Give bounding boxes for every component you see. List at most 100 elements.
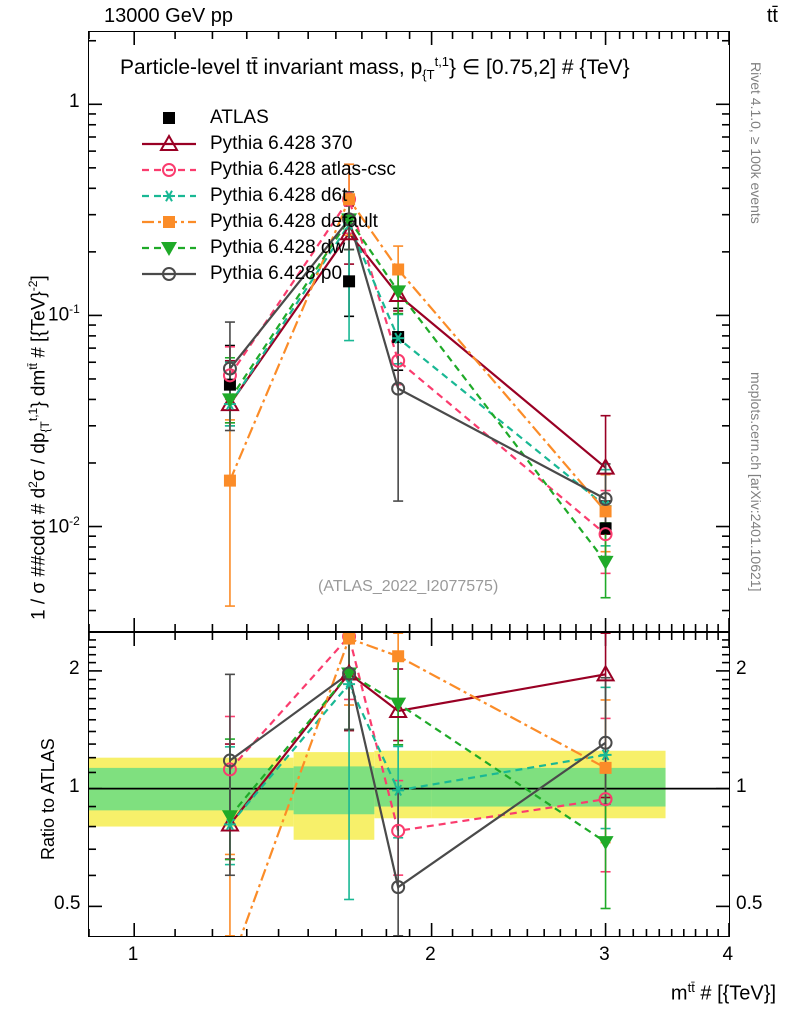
legend-key-default-glyph bbox=[142, 216, 196, 228]
legend-item-label: ATLAS bbox=[210, 107, 269, 128]
data-point bbox=[343, 275, 356, 288]
plot-title: Particle-level tt̄ invariant mass, p{Tt,… bbox=[120, 54, 630, 83]
legend-key-atlas bbox=[140, 108, 198, 128]
legend-key-dw bbox=[140, 238, 198, 258]
legend-item-label: Pythia 6.428 dw bbox=[210, 237, 346, 258]
ratio-data-point bbox=[598, 735, 613, 750]
ratio-series-line bbox=[229, 682, 606, 826]
data-point bbox=[392, 263, 405, 276]
legend-key-p0-marker bbox=[162, 267, 176, 281]
legend-key-atlas-csc bbox=[140, 160, 198, 180]
ratio-data-point bbox=[343, 633, 356, 645]
analysis-id-watermark: (ATLAS_2022_I2077575) bbox=[318, 578, 499, 595]
legend-key-p0-glyph bbox=[142, 267, 196, 281]
legend-key-d6t-marker bbox=[163, 190, 175, 202]
legend-key-p0 bbox=[140, 264, 198, 284]
series-line bbox=[229, 222, 607, 507]
ratio-axis-label: Ratio to ATLAS bbox=[38, 738, 58, 860]
main-plot-panel bbox=[88, 31, 730, 632]
ratio-data-point bbox=[595, 664, 616, 682]
series-line bbox=[229, 217, 607, 563]
legend-item[interactable]: Pythia 6.428 d6t bbox=[140, 183, 396, 209]
ratio-plot-panel bbox=[88, 632, 730, 937]
legend-key-d6t bbox=[140, 186, 198, 206]
legend-item[interactable]: Pythia 6.428 default bbox=[140, 209, 396, 235]
ratio-data-point bbox=[343, 678, 356, 690]
data-point bbox=[223, 474, 236, 487]
ratio-y-tick-label-right: 1 bbox=[736, 775, 747, 797]
legend-item-label: Pythia 6.428 p0 bbox=[210, 263, 343, 284]
legend-key-atlas-csc-marker bbox=[162, 163, 176, 177]
ratio-data-point bbox=[388, 700, 408, 718]
legend: ATLAS Pythia 6.428 370 Pythia 6.428 atlas-… bbox=[140, 105, 396, 287]
beam-energy-label: 13000 GeV pp bbox=[104, 5, 233, 27]
legend-key-default-marker bbox=[163, 216, 175, 228]
series-line bbox=[229, 231, 607, 469]
ratio-data-point bbox=[390, 697, 407, 712]
y-axis-label: 1 / σ ##cdot # d2σ / dp{Tt,1} dmtt̄ # [{… bbox=[26, 275, 53, 620]
data-point bbox=[390, 285, 407, 300]
legend-item[interactable]: Pythia 6.428 dw bbox=[140, 235, 396, 261]
x-tick-label: 4 bbox=[722, 944, 734, 965]
data-point bbox=[342, 212, 357, 227]
ratio-y-tick-label-left: 0.5 bbox=[54, 893, 81, 915]
data-point bbox=[388, 284, 408, 302]
ratio-plot-area bbox=[89, 633, 729, 936]
x-tick-label: 2 bbox=[425, 944, 436, 965]
x-tick-label: 3 bbox=[599, 944, 610, 965]
data-point bbox=[222, 361, 237, 376]
ratio-data-point bbox=[341, 667, 358, 682]
legend-key-d6t-glyph bbox=[142, 190, 196, 202]
legend-key-370-marker bbox=[159, 133, 179, 151]
data-point bbox=[392, 332, 405, 344]
ratio-band-inner bbox=[293, 766, 375, 815]
data-point bbox=[599, 505, 612, 518]
legend-key-dw-glyph bbox=[142, 242, 196, 256]
legend-item[interactable]: Pythia 6.428 370 bbox=[140, 131, 396, 157]
series-line bbox=[229, 217, 607, 500]
legend-key-atlas-marker bbox=[163, 112, 175, 124]
data-point bbox=[343, 193, 356, 206]
main-y-tick-label: 1 bbox=[69, 91, 80, 113]
rivet-version-label: Rivet 4.1.0, ≥ 100k events bbox=[748, 62, 764, 224]
series-line bbox=[229, 196, 607, 536]
data-point bbox=[341, 213, 358, 228]
legend-item[interactable]: Pythia 6.428 p0 bbox=[140, 261, 396, 287]
legend-item[interactable]: ATLAS bbox=[140, 105, 396, 131]
ratio-data-point bbox=[222, 753, 237, 768]
data-point bbox=[391, 353, 406, 368]
ratio-y-tick-label-left: 2 bbox=[69, 657, 80, 679]
legend-key-370 bbox=[140, 133, 198, 154]
ratio-data-point bbox=[598, 792, 613, 807]
series-pythia-6-428-p0 bbox=[224, 191, 611, 534]
ratio-data-point bbox=[391, 880, 406, 895]
ratio-series-line bbox=[229, 671, 607, 889]
data-point bbox=[221, 393, 238, 408]
ratio-series-line bbox=[229, 671, 606, 826]
ratio-data-point bbox=[391, 823, 406, 838]
data-point bbox=[339, 223, 359, 241]
data-point bbox=[222, 368, 237, 383]
ratio-data-point bbox=[599, 761, 612, 774]
ratio-data-point bbox=[392, 784, 405, 797]
legend-key-atlas-csc-glyph bbox=[142, 163, 196, 177]
main-plot-area bbox=[89, 32, 729, 631]
legend-item[interactable]: Pythia 6.428 atlas-csc bbox=[140, 157, 396, 183]
process-label: tt̄ bbox=[766, 5, 778, 27]
ratio-plot-svg bbox=[89, 633, 729, 936]
ratio-data-point bbox=[221, 810, 238, 825]
data-point bbox=[391, 381, 406, 396]
ratio-data-point bbox=[220, 814, 240, 832]
series-atlas bbox=[224, 248, 611, 558]
ratio-data-point bbox=[223, 818, 236, 831]
ratio-y-tick-label-right: 0.5 bbox=[736, 893, 763, 915]
ratio-data-point bbox=[222, 762, 237, 777]
legend-item-label: Pythia 6.428 atlas-csc bbox=[210, 159, 396, 180]
main-y-tick-label: 10-1 bbox=[48, 302, 80, 326]
main-y-tick-label: 10-2 bbox=[48, 513, 80, 537]
data-point bbox=[598, 527, 613, 542]
legend-key-370-glyph bbox=[142, 133, 196, 151]
ratio-series-line bbox=[240, 637, 607, 936]
legend-key-atlas-glyph bbox=[163, 112, 175, 124]
x-axis-label: mtt̄ # [{TeV}] bbox=[670, 980, 776, 1005]
